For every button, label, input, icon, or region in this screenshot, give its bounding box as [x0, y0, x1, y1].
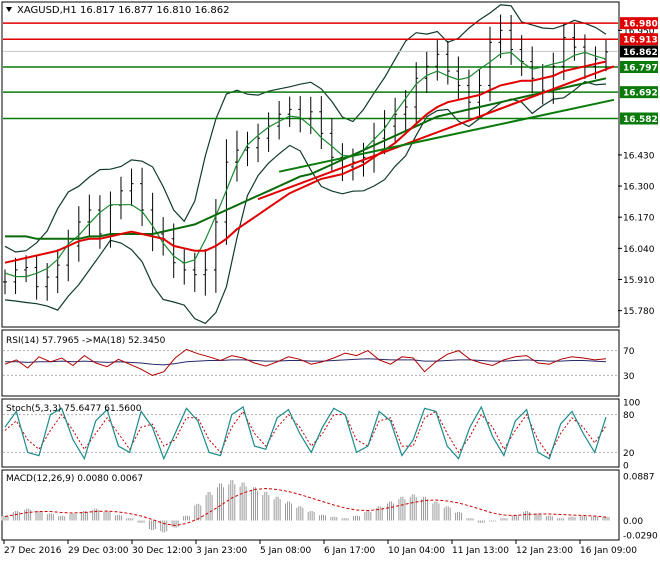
macd-signal-line: [4, 487, 607, 527]
macd-panel-frame: [1, 469, 620, 541]
rsi-ma-line: [5, 358, 607, 366]
chart-symbol: XAGUSD,H1: [17, 5, 77, 16]
level-price-label: 16.980: [623, 20, 658, 30]
stoch-signal-line: [4, 410, 607, 457]
time-axis-label: 16 Jan 09:00: [580, 546, 637, 556]
level-price-label: 16.692: [623, 89, 658, 99]
ma-red-line: [4, 60, 607, 264]
macd-axis-label: -0.0290: [623, 532, 658, 542]
macd-plot-area: MACD(12,26,9) 0.0080 0.0067: [1, 474, 610, 533]
stoch-main-line: [4, 405, 607, 461]
time-axis-label: 30 Dec 12:00: [132, 546, 193, 556]
rsi-plot-area: RSI(14) 57.7965 ->MA(18) 52.3450: [3, 336, 618, 376]
rsi-axis-label: 70: [623, 347, 635, 357]
axis-labels: 16.950 16.430 16.300 16.170 16.040 15.910 15.7…: [3, 17, 658, 556]
time-axis-label: 6 Jan 17:00: [324, 546, 376, 556]
level-price-box: [620, 45, 658, 58]
chart-ohlc: 16.817 16.877 16.810 16.862: [80, 5, 230, 16]
price-axis-label: 16.040: [623, 245, 655, 255]
bollinger-upper-line: [4, 4, 607, 253]
price-axis-label: 15.780: [623, 307, 655, 317]
macd-axis-label: 0.0887: [623, 473, 655, 483]
level-price-box: [620, 112, 658, 125]
time-axis-label: 12 Jan 23:00: [516, 546, 573, 556]
collapse-triangle-icon[interactable]: [6, 7, 12, 12]
level-price-label: 16.797: [623, 64, 658, 74]
stoch-title: Stoch(5,3,3) 75.6477 61.5600: [6, 404, 142, 414]
price-axis-label: 16.430: [623, 151, 655, 161]
rsi-line: [4, 348, 607, 376]
macd-axis-label: 0.00: [623, 517, 643, 527]
macd-title: MACD(12,26,9) 0.0080 0.0067: [6, 474, 143, 484]
stoch-axis-label: 100: [623, 399, 640, 409]
trendline-lower: [278, 98, 615, 173]
level-price-label: 16.582: [623, 115, 658, 125]
stoch-axis-label: 0: [623, 462, 629, 472]
rsi-title: RSI(14) 57.7965 ->MA(18) 52.3450: [6, 336, 166, 346]
price-axis-label: 16.950: [623, 27, 655, 37]
level-price-label: 16.862: [623, 48, 658, 58]
time-axis-label: 27 Dec 2016: [4, 546, 62, 556]
level-price-box: [620, 17, 658, 30]
time-axis-label: 10 Jan 04:00: [388, 546, 445, 556]
level-price-box: [620, 86, 658, 99]
stoch-axis-label: 80: [623, 411, 635, 421]
time-axis-label: 11 Jan 13:00: [452, 546, 509, 556]
rsi-axis-label: 30: [623, 372, 635, 382]
trendline-upper: [257, 65, 615, 201]
price-axis-label: 16.300: [623, 183, 655, 193]
stoch-axis-label: 20: [623, 449, 635, 459]
ma-slow-line: [5, 77, 607, 240]
rsi-panel-frame: [1, 329, 620, 397]
level-price-box: [620, 33, 658, 46]
level-price-label: 16.913: [623, 36, 658, 46]
price-plot-area: [3, 4, 618, 325]
time-axis-label: 3 Jan 23:00: [196, 546, 248, 556]
ma-fast-line: [4, 51, 607, 278]
time-axis-label: 5 Jan 08:00: [260, 546, 312, 556]
price-axis-label: 15.910: [623, 276, 655, 286]
time-axis-label: 29 Dec 03:00: [68, 546, 129, 556]
stoch-panel-frame: [1, 398, 620, 468]
price-axis-label: 16.170: [623, 214, 655, 224]
stoch-plot-area: Stoch(5,3,3) 75.6477 61.5600: [3, 404, 618, 461]
level-price-box: [620, 61, 658, 74]
